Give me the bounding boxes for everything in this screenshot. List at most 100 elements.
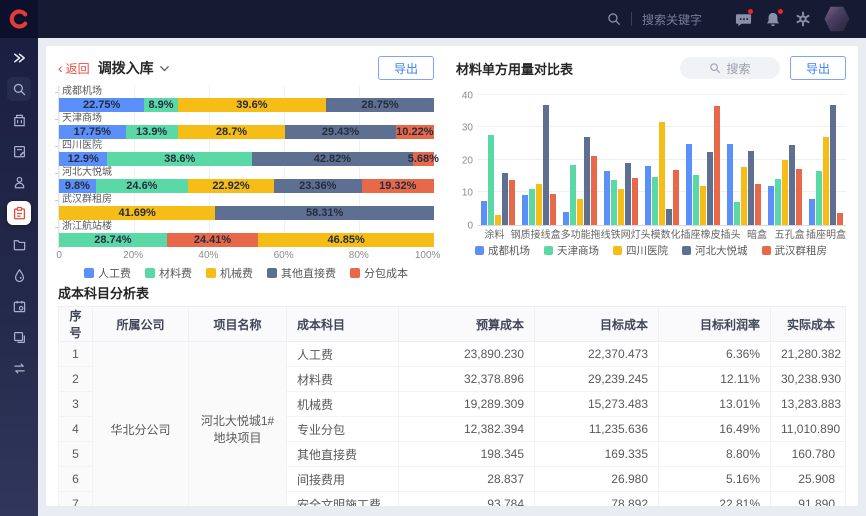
- divider: [630, 12, 632, 26]
- legend-item[interactable]: 材料费: [145, 265, 192, 281]
- bar: [522, 194, 529, 225]
- legend-swatch-icon: [682, 246, 691, 255]
- bar: [659, 122, 665, 225]
- bar: [754, 184, 761, 225]
- title-dropdown[interactable]: [159, 63, 170, 74]
- legend-item[interactable]: 河北大悦城: [682, 243, 748, 258]
- folder-icon: [13, 239, 25, 250]
- category-label: 模数化插座: [650, 230, 701, 241]
- legend-item[interactable]: 分包成本: [350, 265, 408, 281]
- cell-margin: 16.49%: [658, 416, 771, 442]
- cell-budget: 23,890.230: [398, 341, 535, 367]
- table-row: 6 间接费用 28.837 26.980 5.16% 25.908: [58, 466, 846, 492]
- sidebar-item-files[interactable]: [7, 232, 31, 256]
- sidebar-item-transfer[interactable]: [7, 356, 31, 380]
- bar: [550, 194, 557, 225]
- cell-target: 22,370.473: [534, 341, 659, 367]
- cell-budget: 19,289.309: [398, 391, 535, 417]
- notification-dot: [748, 9, 753, 14]
- bar-group: [560, 86, 601, 225]
- avatar[interactable]: [824, 6, 850, 32]
- clipboard-edit-icon: [13, 145, 25, 157]
- bar-group: [682, 86, 723, 225]
- notifications-button[interactable]: [764, 9, 783, 28]
- bar: [685, 143, 692, 225]
- legend-item[interactable]: 四川医院: [613, 243, 668, 258]
- sidebar-item-organization[interactable]: [7, 108, 31, 132]
- legend-swatch-icon: [267, 268, 277, 278]
- back-button[interactable]: ‹ 返回: [58, 60, 90, 76]
- bar: [481, 200, 488, 225]
- bar-segment: 22.75%: [59, 98, 145, 112]
- sidebar-item-search[interactable]: [7, 77, 31, 101]
- legend-item[interactable]: 武汉群租房: [761, 243, 827, 258]
- global-search[interactable]: 搜索关键字: [607, 11, 702, 28]
- chat-icon: [735, 13, 751, 26]
- category-label: 涂料: [484, 230, 505, 241]
- bar: [625, 163, 632, 225]
- sidebar-item-projects[interactable]: [7, 201, 31, 225]
- legend-item[interactable]: 成都机场: [475, 243, 530, 258]
- cell-margin: 12.11%: [658, 366, 771, 392]
- bar: [502, 172, 509, 225]
- y-axis: 0 10 20 30 40: [456, 86, 478, 231]
- legend-item[interactable]: 机械费: [206, 265, 253, 281]
- bar: [666, 209, 672, 225]
- bar-segment: 19.32%: [361, 179, 434, 193]
- chart-title: 材料单方用量对比表: [456, 61, 574, 77]
- category-label: 浙江航站楼: [55, 221, 434, 233]
- sidebar-item-personnel[interactable]: [7, 170, 31, 194]
- app-logo[interactable]: [0, 0, 38, 38]
- cell-index: 1: [58, 341, 93, 367]
- cell-subject: 机械费: [286, 391, 399, 417]
- bar: [747, 151, 754, 225]
- cell-target: 15,273.483: [534, 391, 659, 417]
- category-label: 插座明盒: [806, 230, 847, 241]
- sidebar-item-forms[interactable]: [7, 139, 31, 163]
- bar: [591, 155, 598, 225]
- bar: [822, 137, 829, 225]
- bar-segment: 17.75%: [59, 125, 126, 139]
- sidebar-expand-button[interactable]: [7, 46, 31, 70]
- legend-item[interactable]: 人工费: [84, 265, 131, 281]
- bar-segment: 58.31%: [215, 206, 434, 220]
- legend-item[interactable]: 天津商场: [544, 243, 599, 258]
- column-header: 预算成本: [398, 306, 535, 342]
- cell-margin: 22.81%: [658, 491, 771, 506]
- table-row: 3 机械费 19,289.309 15,273.483 13.01% 13,283.883: [58, 391, 846, 417]
- bar-segment: 28.7%: [177, 125, 286, 139]
- bar: [577, 198, 584, 225]
- category-label: 铁网灯头: [610, 230, 651, 241]
- cell-target: 78.892: [534, 491, 659, 506]
- category-label: 武汉群租房: [55, 194, 434, 206]
- category-label: 天津商场: [55, 113, 434, 125]
- legend-swatch-icon: [350, 268, 360, 278]
- category-label: 钢质接线盒: [510, 230, 561, 241]
- cell-budget: 28.837: [398, 466, 535, 492]
- bar-segment: 13.9%: [125, 125, 178, 139]
- cell-target: 169.335: [534, 441, 659, 467]
- column-header: 目标成本: [534, 306, 659, 342]
- legend-swatch-icon: [475, 246, 484, 255]
- transfer-icon: [13, 362, 25, 374]
- axis-tick-label: 10: [461, 187, 473, 199]
- legend-item[interactable]: 其他直接费: [267, 265, 336, 281]
- sidebar-item-documents[interactable]: [7, 325, 31, 349]
- settings-button[interactable]: [794, 10, 812, 28]
- cell-actual: 160.780: [770, 441, 846, 467]
- chart-legend: 人工费 材料费 机械费 其他直接费 分包成本: [58, 265, 434, 281]
- cell-subject: 间接费用: [286, 466, 399, 492]
- legend-swatch-icon: [613, 246, 622, 255]
- sidebar-item-materials[interactable]: [7, 263, 31, 287]
- column-header: 序号: [58, 306, 93, 342]
- export-button-left[interactable]: 导出: [377, 56, 434, 80]
- axis-tick-label: 0: [467, 220, 473, 232]
- export-button-right[interactable]: 导出: [789, 56, 846, 80]
- cell-target: 26.980: [534, 466, 659, 492]
- axis-tick-label: 20: [461, 155, 473, 167]
- messages-button[interactable]: [734, 9, 753, 28]
- cell-budget: 32,378.896: [398, 366, 535, 392]
- sidebar-item-schedule[interactable]: [7, 294, 31, 318]
- chart-search-input[interactable]: 搜索: [679, 57, 780, 79]
- stacked-bar-group: 浙江航站楼 28.74% 24.41% 46.85%: [55, 221, 434, 248]
